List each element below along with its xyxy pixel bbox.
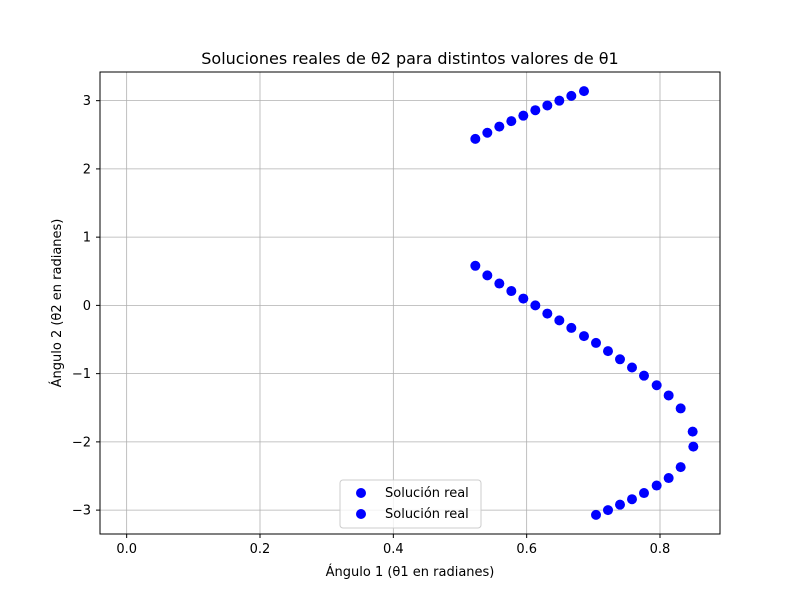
legend-marker-2 [356,509,366,519]
data-point [530,105,541,116]
data-point [579,86,589,97]
data-point [675,462,686,473]
data-point [675,403,686,414]
y-tick-label: 1 [83,231,91,246]
data-point [688,441,699,452]
data-point [603,346,613,357]
data-point [615,354,625,365]
data-point [530,300,541,311]
data-point [627,362,637,373]
plot-frame [99,71,721,535]
data-point [627,494,637,505]
data-point [494,278,505,289]
x-tick-label: 0.0 [116,542,137,557]
data-point [603,505,613,516]
data-point [542,308,553,319]
legend-label-2: Solución real [385,507,469,522]
data-point [591,509,601,520]
grid-lines [100,72,720,534]
y-tick-label: −1 [72,367,91,382]
data-point [566,90,577,101]
data-point [615,499,625,510]
y-tick-label: 2 [83,162,91,177]
x-tick-label: 0.6 [516,542,537,557]
x-tick-label: 0.4 [383,542,404,557]
data-point [639,370,649,381]
data-point [651,380,662,391]
data-point [579,331,589,342]
data-point [663,473,674,484]
data-point [651,480,662,491]
data-point [494,121,505,132]
x-tick-label: 0.8 [650,542,671,557]
data-point [506,116,517,127]
data-point [554,315,565,326]
data-point [554,95,565,106]
legend: Solución real Solución real [339,479,482,529]
data-point [482,270,493,281]
data-point [687,426,698,437]
data-point [639,488,649,499]
y-tick-label: 0 [83,299,91,314]
data-point [542,100,553,111]
axis-ticks: 0.0 0.2 0.4 0.6 0.8 −3 −2 −1 0 1 2 3 [72,94,671,557]
y-tick-label: −3 [72,504,91,519]
y-axis-label: Ángulo 2 (θ2 en radianes) [49,219,65,388]
data-point [591,337,601,348]
data-point [482,127,493,138]
data-point [663,390,674,401]
data-point [506,286,517,297]
x-tick-label: 0.2 [250,542,271,557]
data-points [470,86,699,520]
legend-label-1: Solución real [385,486,469,501]
chart-title: Soluciones reales de θ2 para distintos v… [201,49,618,68]
data-point [518,110,529,121]
data-point [470,260,481,271]
x-axis-label: Ángulo 1 (θ1 en radianes) [326,564,495,580]
legend-box [339,479,482,529]
y-tick-label: 3 [83,94,91,109]
data-point [566,322,577,333]
data-point [470,133,481,144]
legend-marker-1 [356,488,366,498]
data-point [518,293,529,304]
y-tick-label: −2 [72,435,91,450]
